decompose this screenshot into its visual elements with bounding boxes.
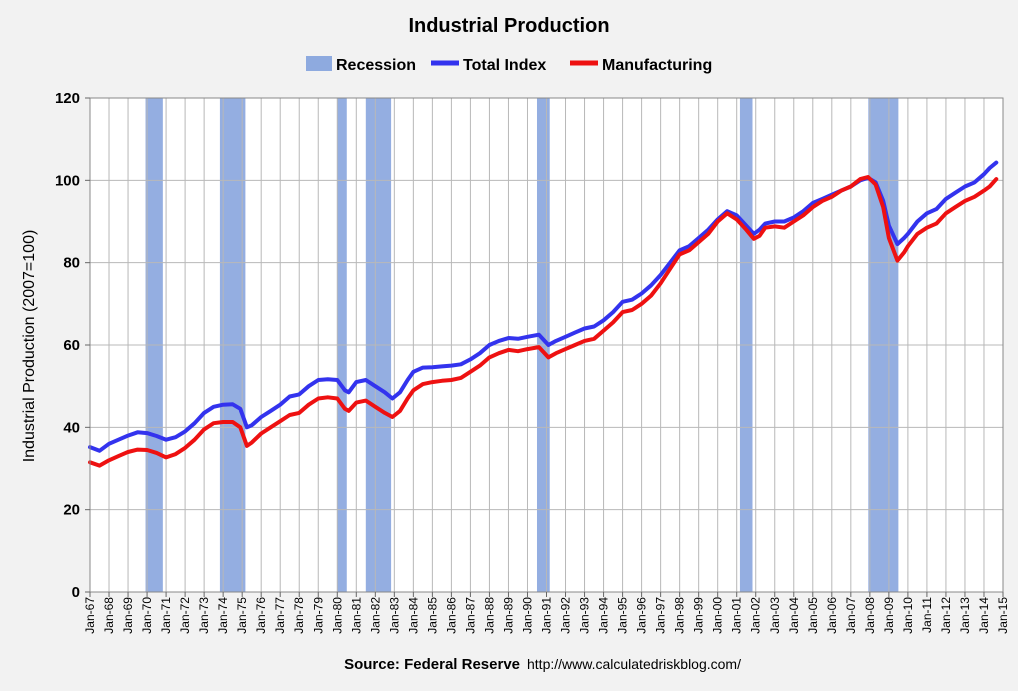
x-tick-label: Jan-01 (730, 597, 744, 634)
x-tick-label: Jan-83 (387, 597, 401, 634)
y-tick-label: 100 (55, 172, 80, 189)
y-tick-label: 0 (72, 584, 80, 601)
legend-label-recession: Recession (336, 57, 416, 74)
x-tick-label: Jan-69 (121, 597, 135, 634)
x-tick-label: Jan-02 (749, 597, 763, 634)
y-tick-label: 40 (63, 419, 80, 436)
x-tick-label: Jan-04 (787, 597, 801, 634)
x-tick-label: Jan-12 (939, 597, 953, 634)
x-tick-label: Jan-93 (578, 597, 592, 634)
x-tick-label: Jan-71 (159, 597, 173, 634)
x-tick-label: Jan-10 (901, 597, 915, 634)
legend-label-manufacturing: Manufacturing (602, 57, 712, 74)
y-tick-label: 120 (55, 90, 80, 107)
x-tick-label: Jan-97 (654, 597, 668, 634)
x-tick-label: Jan-03 (768, 597, 782, 634)
source-line: Source: Federal Reserve http://www.calcu… (344, 656, 741, 673)
x-tick-label: Jan-78 (292, 597, 306, 634)
x-tick-label: Jan-73 (197, 597, 211, 634)
x-tick-label: Jan-98 (673, 597, 687, 634)
x-tick-label: Jan-86 (444, 597, 458, 634)
x-tick-label: Jan-11 (920, 597, 934, 633)
x-tick-label: Jan-89 (501, 597, 515, 634)
y-tick-label: 80 (63, 255, 80, 272)
x-tick-label: Jan-94 (597, 597, 611, 634)
x-tick-label: Jan-74 (216, 597, 230, 634)
x-tick-label: Jan-77 (273, 597, 287, 634)
x-tick-label: Jan-70 (140, 597, 154, 634)
x-tick-label: Jan-79 (311, 597, 325, 634)
x-tick-label: Jan-95 (616, 597, 630, 634)
x-tick-label: Jan-99 (692, 597, 706, 634)
source-url: http://www.calculatedriskblog.com/ (527, 656, 741, 672)
x-tick-label: Jan-91 (540, 597, 554, 634)
x-tick-label: Jan-00 (711, 597, 725, 634)
y-axis-label: Industrial Production (2007=100) (21, 230, 38, 463)
x-tick-label: Jan-87 (463, 597, 477, 634)
x-tick-label: Jan-08 (863, 597, 877, 634)
source-label: Source: Federal Reserve (344, 656, 520, 673)
x-tick-label: Jan-85 (425, 597, 439, 634)
x-tick-label: Jan-67 (83, 597, 97, 634)
x-tick-label: Jan-72 (178, 597, 192, 634)
x-tick-label: Jan-96 (635, 597, 649, 634)
x-tick-label: Jan-92 (559, 597, 573, 634)
x-tick-label: Jan-05 (806, 597, 820, 634)
x-tick-label: Jan-80 (330, 597, 344, 634)
y-tick-label: 60 (63, 337, 80, 354)
chart-title: Industrial Production (408, 15, 609, 37)
x-tick-label: Jan-82 (368, 597, 382, 634)
series-lines (88, 160, 999, 468)
x-tick-label: Jan-09 (882, 597, 896, 634)
x-tick-label: Jan-88 (482, 597, 496, 634)
x-tick-label: Jan-14 (977, 597, 991, 634)
x-tick-label: Jan-68 (102, 597, 116, 634)
x-tick-label: Jan-76 (254, 597, 268, 634)
x-axis-ticks: Jan-67 Jan-68 Jan-69 Jan-70 Jan-71 Jan-72 Jan-… (83, 592, 1010, 634)
series-line-manufacturing (88, 175, 999, 468)
x-tick-label: Jan-13 (958, 597, 972, 634)
x-tick-label: Jan-90 (520, 597, 534, 634)
x-tick-label: Jan-84 (406, 597, 420, 634)
x-tick-label: Jan-06 (825, 597, 839, 634)
legend-label-total-index: Total Index (463, 57, 546, 74)
x-tick-label: Jan-81 (349, 597, 363, 634)
x-tick-label: Jan-15 (996, 597, 1010, 634)
legend-swatch-recession (306, 56, 332, 71)
y-axis-ticks: 0 20 40 60 80 100 120 (55, 90, 90, 601)
x-tick-label: Jan-07 (844, 597, 858, 634)
legend: Recession Total Index Manufacturing (306, 56, 712, 74)
x-tick-label: Jan-75 (235, 597, 249, 634)
y-tick-label: 20 (63, 502, 80, 519)
